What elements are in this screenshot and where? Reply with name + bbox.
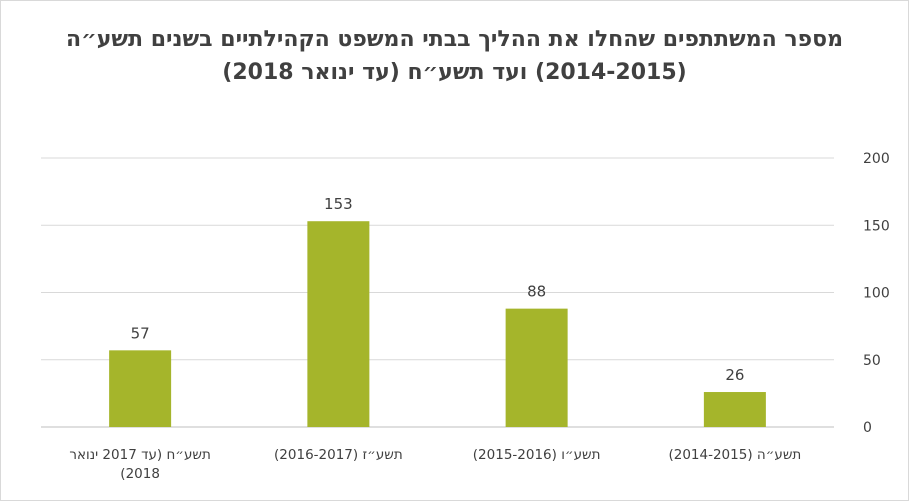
x-tick-label: תשע״ז (2016-2017) bbox=[274, 447, 403, 463]
x-tick-label: תשע״ח (עד 2017 ינואר bbox=[69, 447, 211, 463]
y-tick-label: 200 bbox=[863, 151, 890, 167]
x-tick-label: 2018) bbox=[120, 466, 160, 482]
y-tick-label: 0 bbox=[863, 420, 872, 436]
y-tick-label: 100 bbox=[863, 286, 890, 302]
x-tick-label: תשע״ה (2014-2015) bbox=[668, 447, 801, 463]
y-tick-label: 150 bbox=[863, 218, 890, 234]
bar bbox=[307, 221, 370, 427]
data-label: 88 bbox=[527, 283, 546, 301]
y-tick-label: 50 bbox=[863, 353, 881, 369]
x-tick-label: תשע״ו (2015-2016) bbox=[473, 447, 601, 463]
bar bbox=[109, 350, 172, 427]
data-label: 57 bbox=[131, 324, 150, 342]
data-label: 153 bbox=[324, 195, 353, 213]
bar bbox=[505, 308, 568, 427]
bar bbox=[703, 392, 766, 427]
data-label: 26 bbox=[725, 366, 744, 384]
chart-title: מספר המשתתפים שהחלו את ההליך בבתי המשפט … bbox=[65, 27, 844, 85]
